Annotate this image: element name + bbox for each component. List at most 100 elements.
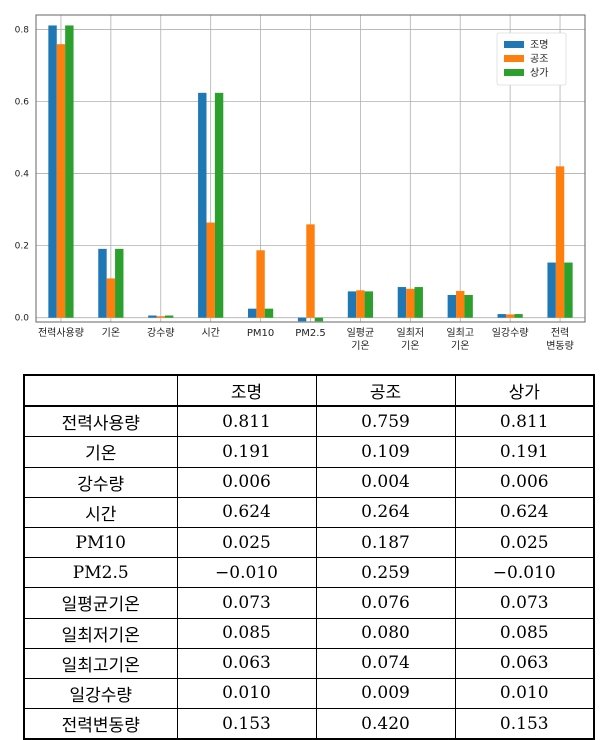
bar [547,262,556,318]
table-cell: 0.006 [176,466,317,498]
bar [247,308,257,318]
table-cell: 0.063 [176,647,317,679]
table-cell: −0.010 [176,557,317,589]
table-row-label: 일최저기온 [23,617,178,649]
table-row-label: 일평균기온 [23,587,178,619]
bar [164,315,174,318]
table-row-label: 시간 [23,496,178,528]
x-tick-label: 일최저 기온 [397,327,425,352]
bar [505,314,515,318]
table-row: 일평균기온 0.073 0.076 0.073 [23,587,595,619]
bar [198,92,207,318]
y-tick-label: 0.2 [15,242,29,252]
table-row: 기온 0.191 0.109 0.191 [23,436,595,468]
table-header-cell [23,373,178,408]
x-tick-label: PM10 [247,328,274,339]
bar [314,317,324,322]
table-row: 일최고기온 0.063 0.074 0.063 [23,647,595,679]
table-cell: 0.085 [176,617,317,649]
bar [456,291,465,318]
legend-swatch [504,69,524,76]
bar [256,250,265,318]
table-cell: 0.025 [176,526,317,559]
bar [306,224,315,318]
bar [514,314,523,318]
table-row: PM2.5 −0.010 0.259 −0.010 [23,557,595,589]
y-tick-label: 0.0 [15,314,30,324]
bar [56,44,66,318]
correlation-table-container: 조명 공조 상가 전력사용량 0.811 0.759 0.811 기온 0.191 0.10… [23,373,595,740]
table-cell: 0.004 [315,466,456,498]
y-tick-label: 0.4 [15,170,30,180]
bar [98,248,107,318]
table-cell: 0.191 [454,436,595,468]
table-cell: 0.010 [176,677,317,710]
bar [406,288,415,318]
bar [497,314,506,318]
table-row-label: 강수량 [23,466,178,498]
table-cell: 0.076 [315,587,456,619]
table-cell: 0.010 [454,677,595,710]
table-header-row: 조명 공조 상가 [23,373,595,408]
table-cell: 0.109 [315,436,456,468]
table-cell: 0.624 [176,496,317,528]
chart-canvas: 0.0 0.2 0.4 0.6 0.8 전력사용량 기온 강수량 시간 PM10 PM2.5 일평균 기… [15,14,586,352]
table-cell: −0.010 [454,557,595,589]
bar [206,222,215,318]
bar [65,25,74,318]
x-tick-label: 일평균 기온 [347,327,375,352]
correlation-bar-chart: 0.0 0.2 0.4 0.6 0.8 전력사용량 기온 강수량 시간 PM10 PM2.5 일평균 기… [0,0,609,365]
bar [156,316,165,318]
table-cell: 0.811 [454,405,595,438]
legend-label: 공조 [530,53,548,65]
bar [447,294,457,318]
bar [464,294,473,318]
table-cell: 0.009 [315,677,456,710]
table-cell: 0.073 [454,587,595,619]
table-cell: 0.085 [454,617,595,649]
bar [414,287,423,318]
table-row: 강수량 0.006 0.004 0.006 [23,466,595,498]
bar [106,278,116,318]
table-row-label: 전력사용량 [23,405,178,438]
x-tick-label: 전력 변동량 [546,327,574,352]
x-tick-label: 전력사용량 [38,327,84,339]
table-cell: 0.811 [176,405,317,438]
bar [264,308,274,318]
bar [555,166,565,318]
x-tick-label: 강수량 [147,327,175,339]
x-tick-label: 일최고 기온 [446,327,474,352]
bar [48,25,57,318]
table-header-cell: 공조 [315,373,456,408]
table-cell: 0.006 [454,466,595,498]
bar [364,291,374,318]
bar [564,262,573,318]
table-row: 전력사용량 0.811 0.759 0.811 [23,405,595,438]
table-cell: 0.187 [315,526,456,559]
legend-label: 상가 [530,67,548,79]
legend-swatch [504,55,524,62]
table-cell: 0.074 [315,647,456,679]
x-tick-label: 일강수량 [492,327,529,339]
table-cell: 0.191 [176,436,317,468]
bar [397,287,407,318]
table-cell: 0.624 [454,496,595,528]
table-cell: 0.259 [315,557,456,589]
table-row-label: PM2.5 [23,557,178,589]
table-cell: 0.759 [315,405,456,438]
table-header-cell: 상가 [454,373,595,408]
table-cell: 0.080 [315,617,456,649]
plot-frame [35,14,586,323]
table-row: 일최저기온 0.085 0.080 0.085 [23,617,595,649]
table-row: 일강수량 0.010 0.009 0.010 [23,677,595,710]
correlation-table: 조명 공조 상가 전력사용량 0.811 0.759 0.811 기온 0.191 0.10… [23,373,595,740]
table-body: 전력사용량 0.811 0.759 0.811 기온 0.191 0.109 0.191 강수량… [23,405,595,740]
table-row-label: 일최고기온 [23,647,178,679]
table-cell: 0.264 [315,496,456,528]
x-tick-label: PM2.5 [295,328,326,339]
x-tick-label: 시간 [201,327,219,339]
bar [347,291,357,318]
table-row: 시간 0.624 0.264 0.624 [23,496,595,528]
table-row: PM10 0.025 0.187 0.025 [23,526,595,559]
bar [297,317,307,322]
